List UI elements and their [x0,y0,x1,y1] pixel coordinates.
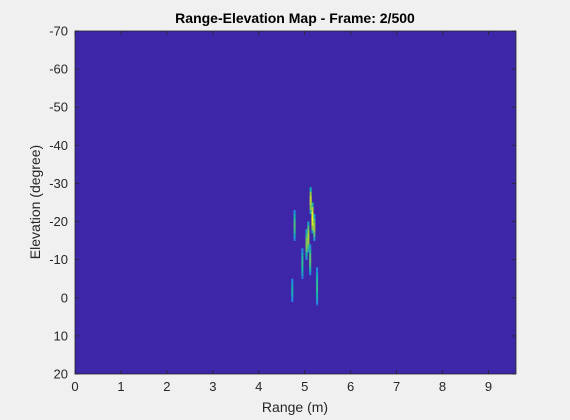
heatmap-cell [313,213,316,219]
heatmap-cell [309,200,312,206]
x-axis-label: Range (m) [262,399,328,415]
heatmap-cell [311,225,314,231]
y-tick-label: -10 [49,252,68,267]
heatmap-cell [307,230,310,236]
y-tick-label: -30 [49,176,68,191]
x-tick-label: 2 [163,379,170,394]
heatmap-cell [307,235,310,241]
heatmap-cell [293,214,296,220]
x-tick-label: 1 [117,379,124,394]
heatmap-cell [305,242,308,248]
chart-title: Range-Elevation Map - Frame: 2/500 [175,10,415,26]
heatmap-cell [301,248,304,254]
x-tick-label: 8 [439,379,446,394]
x-tick-label: 0 [71,379,78,394]
y-tick-label: -40 [49,138,68,153]
heatmap-cell [291,283,294,289]
heatmap-cell [309,262,312,268]
heatmap-cell [311,229,314,234]
y-tick-label: -50 [49,100,68,115]
plot-area [75,31,516,374]
heatmap-cell [305,238,308,244]
heatmap-cell [293,223,296,229]
heatmap-cell [309,271,312,276]
heatmap-cell [305,233,308,239]
heatmap-cell [313,223,316,228]
y-tick-label: 20 [54,367,68,382]
x-tick-label: 6 [347,379,354,394]
heatmap-cell [309,248,312,254]
y-tick-label: 10 [54,328,68,343]
heatmap-cell [305,256,308,260]
heatmap-background [75,31,516,374]
heatmap-cell [313,227,316,233]
heatmap-cell [316,294,319,300]
x-tick-label: 3 [209,379,216,394]
heatmap-cell [293,219,296,225]
heatmap-cell [301,271,304,276]
heatmap-cell [301,252,304,258]
heatmap-cell [301,275,304,280]
heatmap-cell [301,266,304,272]
heatmap-cell [313,218,316,224]
heatmap-cell [309,244,312,250]
heatmap-cell [307,226,310,232]
heatmap-cell [309,267,312,273]
heatmap-cell [305,252,308,257]
heatmap-cell [307,221,310,227]
heatmap-cell [316,276,319,282]
heatmap-cell [316,303,319,306]
heatmap-cell [307,248,310,253]
heatmap-hotspots [291,187,319,306]
y-tick-label: -70 [49,24,68,39]
heatmap-cell [293,237,296,241]
heatmap-cell [311,220,314,226]
y-axis-label: Elevation (degree) [27,145,43,259]
x-tick-label: 7 [393,379,400,394]
x-axis-ticks: 0 1 2 3 4 5 6 7 8 9 [71,31,492,394]
heatmap-cell [293,210,296,215]
y-tick-label: -20 [49,214,68,229]
heatmap-cell [309,196,312,202]
heatmap-cell [313,236,316,241]
heatmap-cell [311,207,314,212]
heatmap-cell [293,232,296,238]
heatmap-cell [311,216,314,222]
x-tick-label: 4 [255,379,262,394]
heatmap-cell [309,191,312,197]
heatmap-cell [309,258,312,264]
heatmap-cell [309,205,312,211]
heatmap-cell [309,187,312,193]
x-tick-label: 9 [485,379,492,394]
y-axis-ticks: -70 -60 -50 -40 -30 -20 -10 0 10 20 [49,24,516,382]
heatmap-cell [316,281,319,286]
heatmap-cell [316,271,319,277]
heatmap-cell [293,228,296,234]
heatmap-cell [291,278,294,284]
heatmap-cell [309,253,312,259]
x-tick-label: 5 [301,379,308,394]
heatmap-cell [309,210,312,215]
heatmap-cell [313,232,316,238]
heatmap-cell [301,257,304,263]
heatmap-cell [305,247,308,253]
heatmap-cell [307,239,310,245]
heatmap-cell [311,211,314,217]
heatmap-cell [305,229,308,235]
heatmap-cell [316,290,319,296]
axes-box [74,30,517,375]
heatmap-cell [291,292,294,298]
heatmap-cell [316,267,319,273]
heatmap-cell [307,244,310,250]
y-tick-label: -60 [49,62,68,77]
heatmap-cell [316,299,319,305]
heatmap-cell [291,287,294,293]
heatmap-cell [301,261,304,267]
y-tick-label: 0 [61,290,68,305]
heatmap-cell [316,285,319,291]
heatmap-cell [291,297,294,302]
heatmap-cell [311,202,314,208]
